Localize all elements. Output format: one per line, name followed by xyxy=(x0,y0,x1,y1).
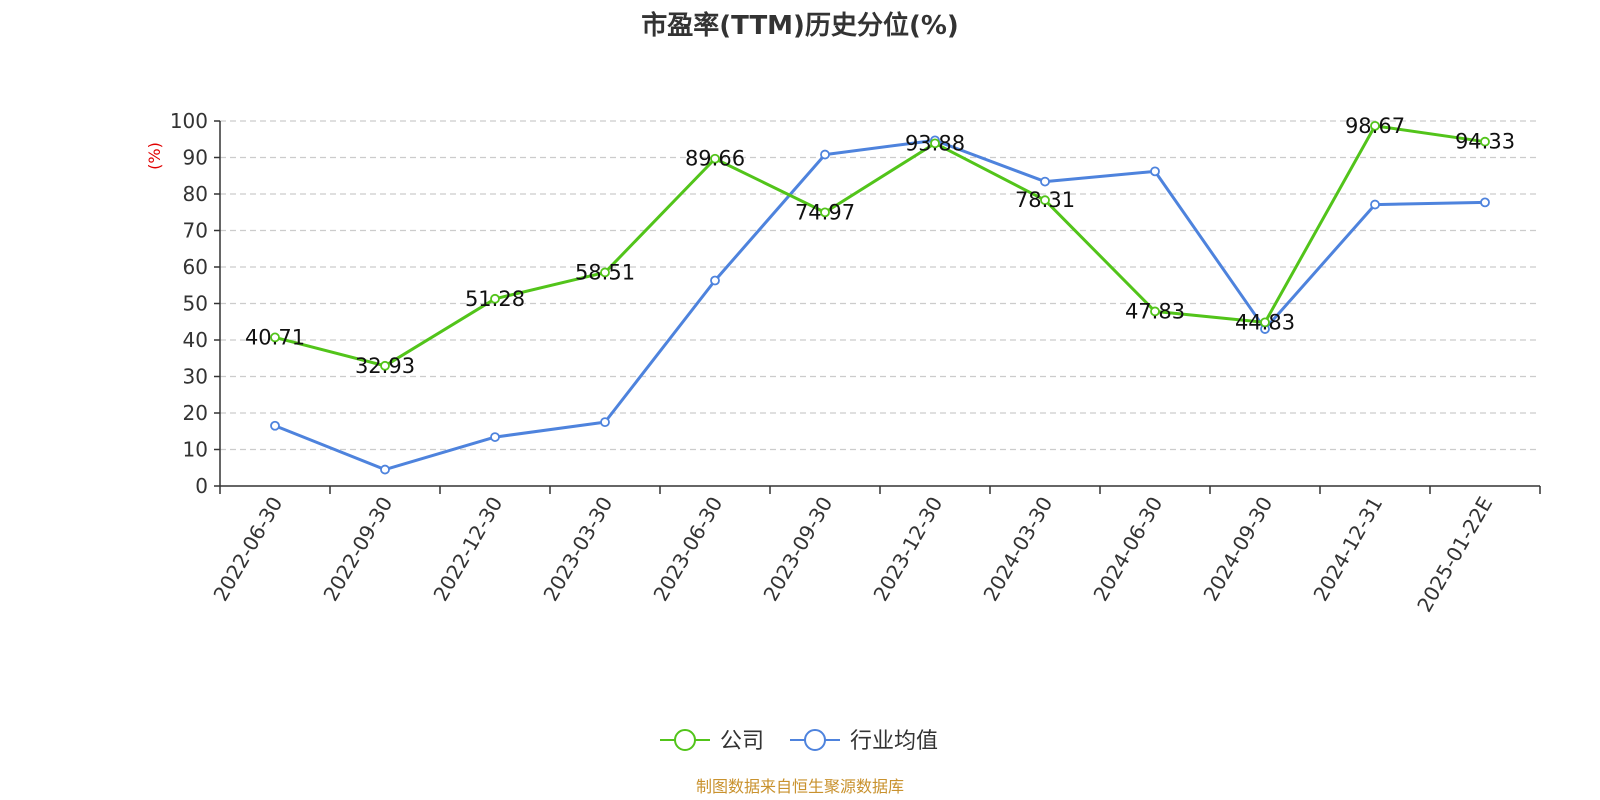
legend-circle-icon xyxy=(804,729,826,751)
y-tick-label: 0 xyxy=(195,474,208,498)
data-point[interactable] xyxy=(820,149,830,160)
legend-item-industry-average[interactable]: 行业均值 xyxy=(790,729,938,754)
data-label: 89.66 xyxy=(685,147,745,171)
data-label: 74.97 xyxy=(795,200,855,224)
data-point[interactable] xyxy=(1150,166,1160,177)
x-tick-label: 2024-06-30 xyxy=(1088,493,1167,606)
data-point[interactable] xyxy=(1370,199,1380,210)
data-point[interactable] xyxy=(710,153,720,164)
y-tick-label: 20 xyxy=(183,401,208,425)
data-point[interactable] xyxy=(1260,317,1270,328)
data-point[interactable] xyxy=(490,432,500,442)
series-line-industry-average xyxy=(274,138,1486,472)
data-point[interactable] xyxy=(820,207,830,218)
series-group xyxy=(270,120,1490,475)
data-point[interactable] xyxy=(380,360,390,371)
data-label: 98.67 xyxy=(1345,114,1405,138)
data-point[interactable] xyxy=(270,332,280,343)
x-tick-label: 2023-09-30 xyxy=(758,493,837,606)
grid xyxy=(220,120,1540,451)
y-tick-label: 50 xyxy=(183,292,208,316)
source-note: 制图数据来自恒生聚源数据库 xyxy=(696,777,904,796)
legend-label: 行业均值 xyxy=(850,729,938,754)
y-tick-label: 10 xyxy=(183,438,208,462)
y-tick-label: 90 xyxy=(183,146,208,170)
data-point[interactable] xyxy=(380,464,390,475)
data-label: 44.83 xyxy=(1235,310,1295,334)
data-label: 58.51 xyxy=(575,260,635,284)
data-point[interactable] xyxy=(1370,120,1380,131)
data-point[interactable] xyxy=(710,275,720,286)
data-label: 78.31 xyxy=(1015,188,1075,212)
data-point[interactable] xyxy=(1040,195,1050,206)
data-point[interactable] xyxy=(270,420,280,431)
y-tick-label: 40 xyxy=(183,328,208,352)
legend-label: 公司 xyxy=(720,729,764,754)
data-label: 47.83 xyxy=(1125,299,1185,323)
data-labels: 40.71 32.93 51.28 58.51 89.66 74.97 93.88 78.31… xyxy=(245,114,1515,378)
series-line-company xyxy=(274,124,1486,368)
legend-item-company[interactable]: 公司 xyxy=(660,729,764,754)
x-tick-label: 2024-12-31 xyxy=(1308,493,1387,606)
x-tick-label: 2024-09-30 xyxy=(1198,493,1277,606)
data-point[interactable] xyxy=(490,293,500,304)
x-tick-label: 2023-03-30 xyxy=(538,493,617,606)
data-point[interactable] xyxy=(600,417,610,428)
data-label: 32.93 xyxy=(355,354,415,378)
data-label: 94.33 xyxy=(1455,130,1515,154)
data-label: 93.88 xyxy=(905,131,965,155)
y-axis-unit-label: (%) xyxy=(145,142,164,170)
y-tick-label: 100 xyxy=(170,109,208,133)
x-tick-label: 2025-01-22E xyxy=(1412,493,1497,617)
data-point[interactable] xyxy=(930,138,940,149)
y-tick-label: 30 xyxy=(183,365,208,389)
x-tick-label: 2023-06-30 xyxy=(648,493,727,606)
x-tick-label: 2023-12-30 xyxy=(868,493,947,606)
x-tick-label: 2024-03-30 xyxy=(978,493,1057,606)
legend-circle-icon xyxy=(674,729,696,751)
data-point[interactable] xyxy=(600,267,610,278)
data-point[interactable] xyxy=(1040,176,1050,187)
data-label: 40.71 xyxy=(245,325,305,349)
x-tick-label: 2022-06-30 xyxy=(208,493,287,606)
data-point[interactable] xyxy=(1480,197,1490,208)
data-point[interactable] xyxy=(1480,136,1490,147)
data-point[interactable] xyxy=(1150,306,1160,317)
x-tick-label: 2022-09-30 xyxy=(318,493,397,606)
x-tick-label: 2022-12-30 xyxy=(428,493,507,606)
y-tick-label: 70 xyxy=(183,219,208,243)
y-tick-label: 60 xyxy=(183,255,208,279)
y-tick-label: 80 xyxy=(183,182,208,206)
chart-title: 市盈率(TTM)历史分位(%) xyxy=(641,10,959,41)
legend: 公司 行业均值 xyxy=(660,729,938,754)
data-label: 51.28 xyxy=(465,287,525,311)
